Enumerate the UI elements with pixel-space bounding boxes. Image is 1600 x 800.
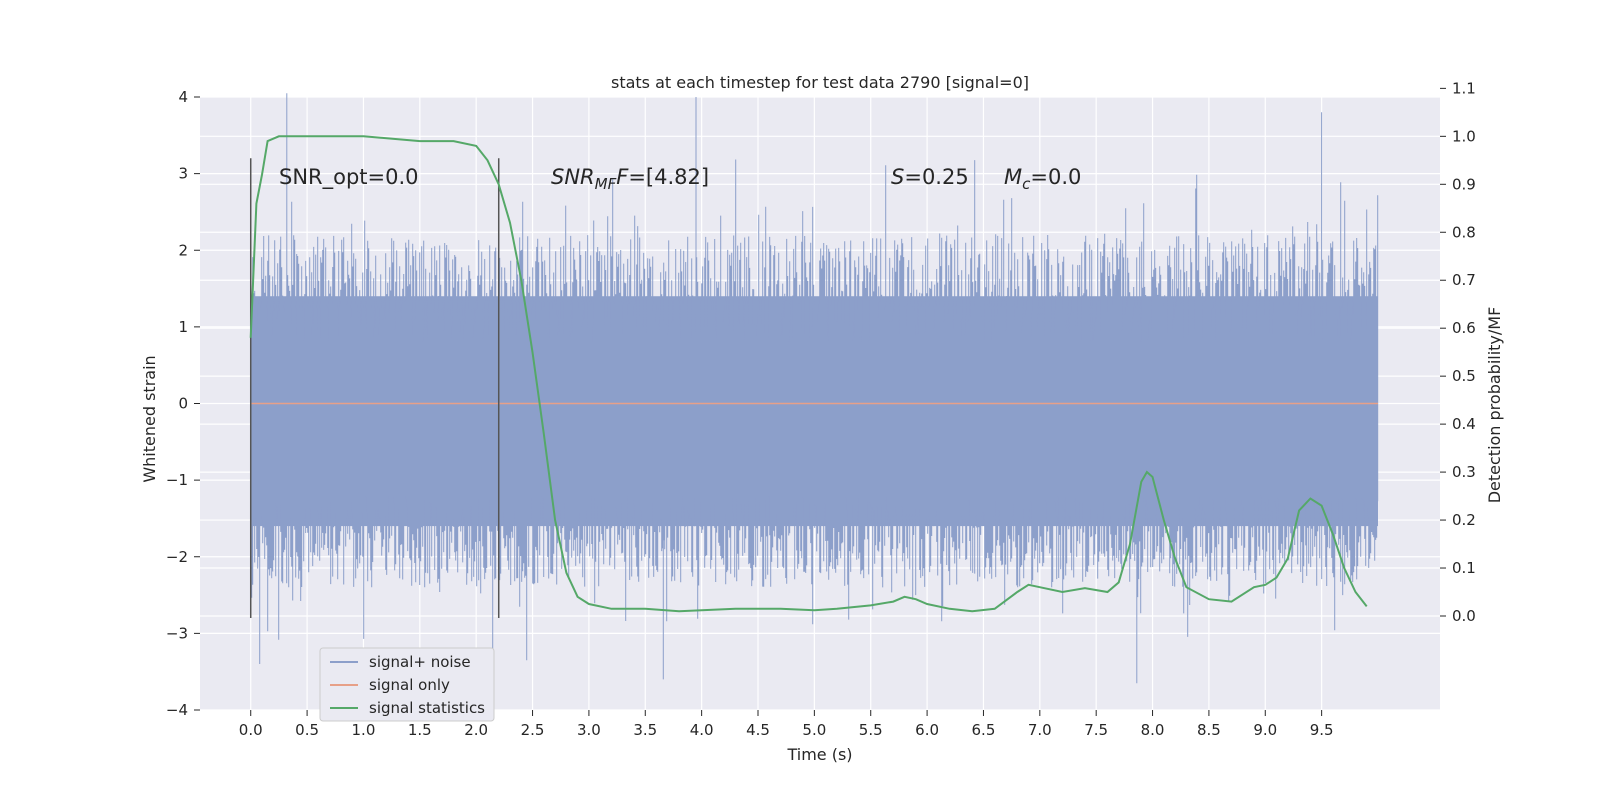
annotation-snr-mf-letter: F <box>616 165 629 189</box>
y-tick-label: 4 <box>178 88 188 106</box>
annotation-mc-value: =0.0 <box>1030 165 1081 189</box>
annotation-snr-mf-subscript: MF <box>595 175 617 193</box>
y2-tick-label: 1.0 <box>1452 127 1476 145</box>
x-tick-label: 1.5 <box>408 721 432 739</box>
y2-tick-label: 0.5 <box>1452 367 1476 385</box>
legend-label-signal-statistics: signal statistics <box>369 699 485 717</box>
x-tick-label: 5.0 <box>802 721 826 739</box>
y2-tick-label: 0.9 <box>1452 175 1476 193</box>
legend: signal+ noise signal only signal statist… <box>319 647 495 722</box>
legend-box <box>319 647 495 722</box>
annotation-mc: Mc=0.0 <box>1004 165 1081 193</box>
annotation-snr-mf: SNRMFF=[4.82] <box>551 165 709 193</box>
y2-tick-label: 0.7 <box>1452 271 1476 289</box>
x-tick-label: 3.5 <box>633 721 657 739</box>
series-signal-noise <box>250 93 1379 684</box>
x-tick-label: 5.5 <box>859 721 883 739</box>
x-tick-label: 4.5 <box>746 721 770 739</box>
annotation-mc-subscript: c <box>1022 175 1031 193</box>
annotation-s: S=0.25 <box>891 165 969 189</box>
x-tick-label: 1.0 <box>352 721 376 739</box>
y-tick-label: 2 <box>178 241 188 259</box>
y-tick-label: −3 <box>166 624 188 642</box>
y2-tick-label: 0.8 <box>1452 223 1476 241</box>
marker-vertical-lines <box>249 158 500 619</box>
x-tick-label: 6.0 <box>915 721 939 739</box>
y-axis-ticks: −4 −3 −2 −1 0 1 2 3 4 <box>166 88 200 719</box>
y2-tick-label: 0.0 <box>1452 607 1476 625</box>
x-tick-label: 7.5 <box>1084 721 1108 739</box>
x-tick-label: 6.5 <box>972 721 996 739</box>
y2-tick-label: 0.1 <box>1452 559 1476 577</box>
x-axis-ticks: 0.0 0.5 1.0 1.5 2.0 2.5 3.0 3.5 4.0 4.5 5.0 5.5 6.0 6… <box>239 710 1334 739</box>
x-tick-label: 0.5 <box>295 721 319 739</box>
y2-tick-label: 0.2 <box>1452 511 1476 529</box>
y2-tick-label: 0.6 <box>1452 319 1476 337</box>
annotation-mc-symbol: M <box>1004 165 1022 189</box>
x-tick-label: 0.0 <box>239 721 263 739</box>
legend-label-signal-noise: signal+ noise <box>369 653 471 671</box>
series-signal-statistics-line <box>249 135 1368 613</box>
annotation-s-value: =0.25 <box>904 165 968 189</box>
x-tick-label: 9.0 <box>1253 721 1277 739</box>
y-tick-label: −1 <box>166 471 188 489</box>
y-tick-label: 3 <box>178 165 188 183</box>
y2-axis-ticks: 0.0 0.1 0.2 0.3 0.4 0.5 0.6 0.7 0.8 0.9 1.0 1.1 <box>1440 79 1476 625</box>
chart-title: stats at each timestep for test data 279… <box>611 73 1029 92</box>
y-tick-label: 1 <box>178 318 188 336</box>
y-tick-label: −2 <box>166 548 188 566</box>
y2-tick-label: 0.3 <box>1452 463 1476 481</box>
y2-tick-label: 1.1 <box>1452 79 1476 97</box>
annotation-snr-mf-value: =[4.82] <box>628 165 709 189</box>
x-tick-label: 8.0 <box>1141 721 1165 739</box>
x-tick-label: 7.0 <box>1028 721 1052 739</box>
x-tick-label: 9.5 <box>1310 721 1334 739</box>
y-tick-label: −4 <box>166 701 188 719</box>
legend-label-signal-only: signal only <box>369 676 450 694</box>
y2-tick-label: 0.4 <box>1452 415 1476 433</box>
x-tick-label: 2.0 <box>464 721 488 739</box>
x-tick-label: 3.0 <box>577 721 601 739</box>
x-tick-label: 2.5 <box>521 721 545 739</box>
y2-axis-label: Detection probability/MF <box>1485 307 1504 504</box>
y-axis-label: Whitened strain <box>140 355 159 482</box>
x-tick-label: 8.5 <box>1197 721 1221 739</box>
y-tick-label: 0 <box>178 395 188 413</box>
annotation-snr-opt: SNR_opt=0.0 <box>279 165 419 190</box>
x-axis-label: Time (s) <box>786 745 852 764</box>
annotation-s-symbol: S <box>891 165 904 189</box>
x-tick-label: 4.0 <box>690 721 714 739</box>
annotation-snr-mf-symbol: SNR <box>551 165 595 189</box>
